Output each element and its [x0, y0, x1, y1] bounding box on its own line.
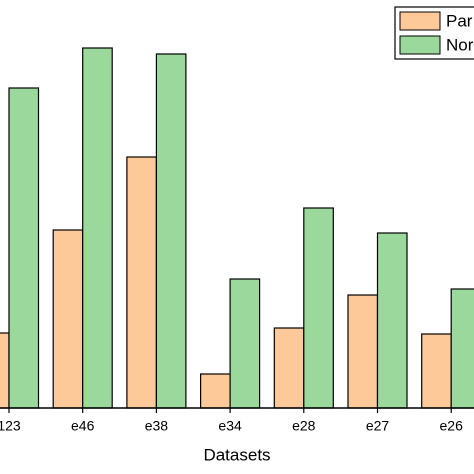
bar: [450, 288, 474, 409]
x-tick-label: e38: [145, 418, 169, 434]
bar: [347, 294, 379, 409]
bar: [8, 87, 40, 409]
bar: [126, 156, 158, 409]
legend-swatch: [399, 35, 441, 55]
x-axis-label: Datasets: [203, 445, 270, 464]
x-tick-label: 123: [0, 418, 21, 434]
x-tick-label: e46: [71, 418, 95, 434]
legend-label: Nor: [446, 35, 474, 54]
bar: [0, 332, 10, 409]
bar: [200, 373, 231, 409]
bar: [229, 278, 261, 409]
legend-label: Par: [446, 11, 473, 30]
bar: [155, 53, 187, 409]
bar: [273, 327, 305, 409]
bar: [303, 207, 334, 409]
bar: [82, 47, 113, 409]
x-tick-label: e34: [218, 418, 242, 434]
x-tick-label: e28: [292, 418, 316, 434]
bar: [52, 229, 84, 409]
x-tick-label: e27: [366, 418, 390, 434]
bar: [376, 232, 408, 409]
x-tick-label: e26: [440, 418, 464, 434]
bar: [421, 333, 452, 409]
legend-swatch: [399, 11, 441, 31]
